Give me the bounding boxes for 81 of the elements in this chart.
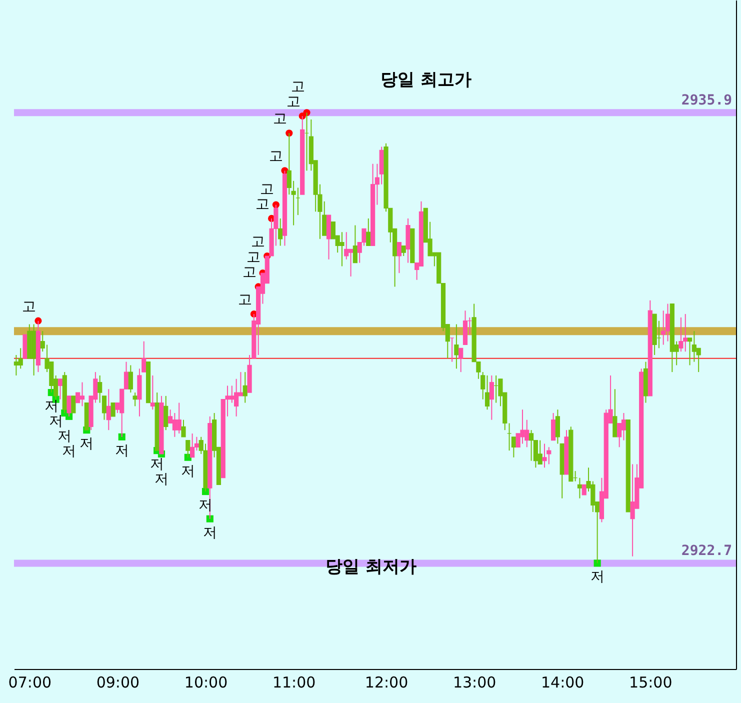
candlestick bbox=[164, 395, 168, 431]
data-label: 고 bbox=[238, 292, 252, 308]
x-tick-label: 11:00 bbox=[272, 674, 316, 692]
annotation: 당일 최저가 bbox=[326, 557, 416, 577]
data-label: 저 bbox=[180, 463, 195, 480]
candlestick bbox=[366, 218, 371, 246]
candlestick bbox=[110, 402, 116, 417]
candlestick bbox=[696, 348, 701, 373]
candlestick bbox=[80, 382, 85, 407]
candlestick bbox=[150, 374, 155, 410]
candlestick bbox=[582, 484, 586, 496]
ref-line-label: 2935.9 bbox=[681, 92, 732, 109]
data-label: 고 bbox=[246, 250, 261, 266]
candlestick bbox=[661, 310, 666, 346]
x-tick-label: 09:00 bbox=[96, 674, 140, 692]
x-tick-label: 13:00 bbox=[452, 674, 496, 692]
point bbox=[118, 433, 126, 440]
candlestick bbox=[484, 374, 490, 410]
data-label: 고 bbox=[290, 79, 305, 96]
candlestick bbox=[520, 409, 525, 444]
x-tick-label: 14:00 bbox=[540, 674, 584, 692]
data-label: 저 bbox=[48, 414, 63, 430]
candlestick bbox=[612, 388, 618, 438]
data-label: 고 bbox=[273, 111, 288, 128]
candlestick bbox=[18, 348, 23, 370]
data-label: 저 bbox=[80, 436, 94, 452]
ref-line-label: 2922.7 bbox=[681, 543, 732, 560]
candlestick bbox=[462, 310, 468, 346]
point bbox=[206, 515, 214, 522]
data-label: 고 bbox=[268, 148, 283, 165]
data-label: 고 bbox=[260, 181, 274, 198]
candlestick bbox=[621, 412, 626, 441]
candlestick bbox=[176, 402, 182, 434]
data-label: 저 bbox=[58, 428, 72, 445]
candlestick bbox=[678, 316, 684, 352]
candlestick bbox=[190, 432, 195, 458]
candlestick bbox=[181, 419, 186, 438]
data-label: 고 bbox=[251, 234, 266, 250]
candlestick bbox=[538, 440, 542, 465]
candlestick bbox=[348, 248, 354, 277]
candlestick bbox=[454, 324, 459, 370]
data-label: 고 bbox=[256, 196, 270, 212]
point bbox=[594, 560, 601, 567]
candlestick bbox=[577, 477, 582, 499]
data-label: 저 bbox=[590, 569, 604, 586]
candlestick bbox=[489, 374, 494, 420]
data-label: 저 bbox=[44, 398, 58, 415]
candlestick bbox=[555, 409, 560, 444]
data-label: 저 bbox=[62, 444, 76, 460]
candlestick bbox=[401, 245, 406, 256]
candlestick bbox=[71, 395, 76, 414]
candlestick bbox=[665, 303, 670, 342]
candlestick bbox=[22, 334, 28, 359]
x-tick-label: 15:00 bbox=[629, 674, 672, 692]
annotation: 당일 최고가 bbox=[380, 70, 472, 90]
data-label: 저 bbox=[114, 442, 129, 459]
data-label: 고 bbox=[242, 264, 256, 281]
candlestick bbox=[278, 218, 283, 246]
candlestick bbox=[542, 443, 547, 468]
data-label: 고 bbox=[22, 298, 36, 315]
candlestick bbox=[242, 372, 248, 404]
candlestick bbox=[132, 392, 138, 407]
x-tick-label: 10:00 bbox=[184, 674, 228, 692]
candlestick bbox=[352, 224, 358, 264]
candlestick bbox=[551, 412, 556, 441]
candlestick bbox=[58, 378, 63, 400]
candlestick bbox=[458, 348, 464, 373]
candlestick bbox=[528, 430, 534, 462]
data-label: 저 bbox=[202, 524, 217, 541]
candlestick bbox=[344, 232, 349, 260]
candlestick bbox=[396, 242, 402, 274]
point bbox=[272, 201, 280, 208]
candlestick bbox=[128, 364, 133, 394]
data-label: 저 bbox=[154, 472, 168, 488]
data-label: 고 bbox=[286, 94, 300, 110]
candlestick bbox=[406, 218, 410, 264]
x-tick-label: 07:00 bbox=[8, 674, 52, 692]
candlestick bbox=[326, 214, 332, 260]
data-label: 저 bbox=[150, 456, 164, 473]
x-tick-label: 12:00 bbox=[364, 674, 408, 692]
candlestick bbox=[340, 232, 344, 267]
